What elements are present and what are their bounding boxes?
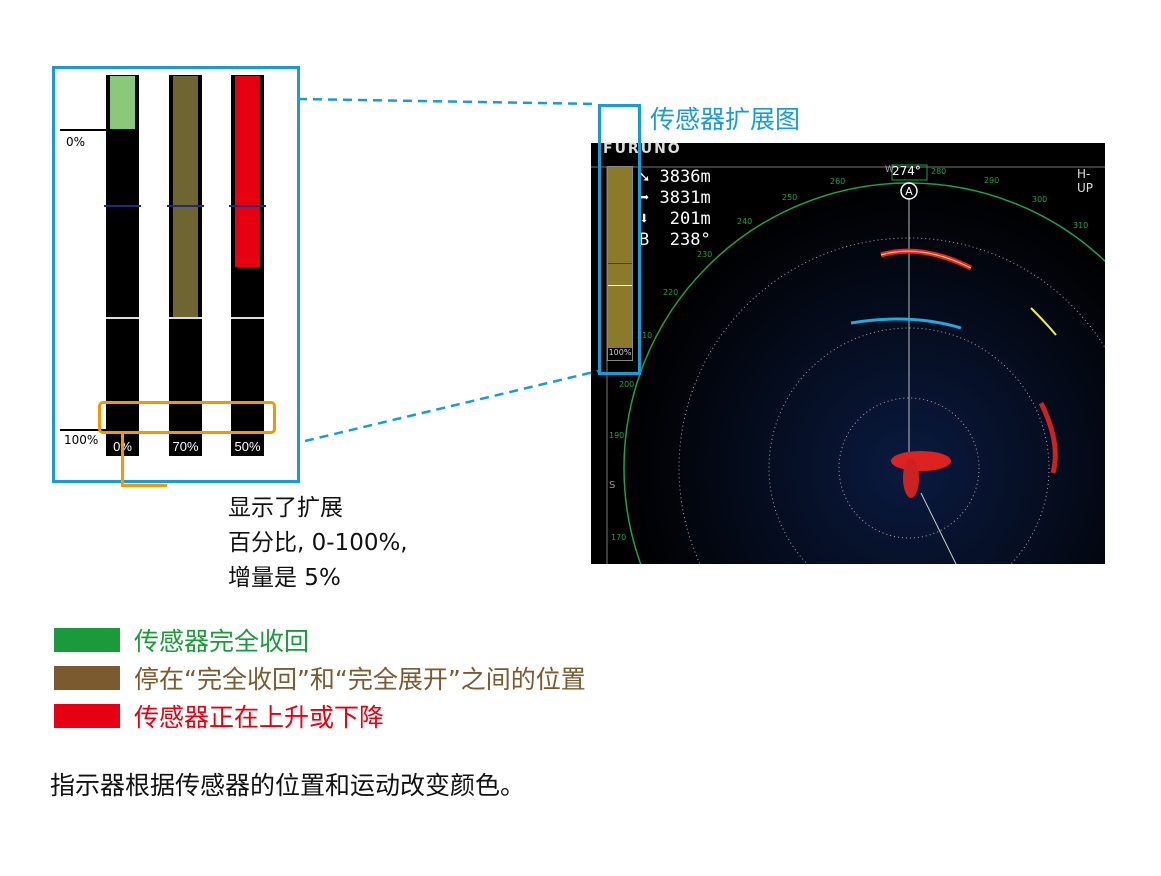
callout-line-1: 显示了扩展 [228, 495, 343, 521]
legend-text-retracted: 传感器完全收回 [134, 627, 310, 656]
callout-leader-vertical [121, 431, 124, 487]
scale-top-label: 0% [66, 135, 86, 149]
bearing-tick-label: 280 [931, 167, 947, 176]
callout-line-2: 百分比, 0-100%, [228, 530, 408, 556]
legend-swatch-retracted [54, 628, 120, 652]
bar-mid-marker [104, 205, 141, 207]
percent-highlight-box [98, 401, 276, 434]
mode-label: H-UP [1077, 167, 1094, 195]
horizontal-range: 3831m [659, 188, 711, 208]
scale-top-tick [60, 129, 108, 131]
bar-label: 50% [234, 439, 261, 454]
heading-readout: 274° [892, 164, 921, 178]
bearing-tick-label: 310 [1073, 221, 1089, 230]
bar-mid-marker [229, 205, 266, 207]
indicator-bar-retracted: 0% [104, 75, 141, 456]
bar-segment-line [169, 317, 202, 319]
diagonal-arrow-icon: ➘ [639, 167, 650, 187]
bearing-tick-label: 250 [782, 193, 798, 202]
callout-line-3: 增量是 5% [228, 565, 341, 591]
bar-fill [110, 76, 135, 129]
marker-a: A [905, 185, 913, 198]
scale-bottom-tick [60, 429, 108, 431]
indicator-bar-moving: 50% [229, 75, 266, 456]
bearing-tick-label: 200 [619, 380, 635, 389]
bearing: 238° [669, 230, 711, 250]
bearing-label: B [639, 230, 650, 250]
legend-text-moving: 传感器正在上升或下降 [134, 703, 385, 732]
indicator-detail-frame [52, 66, 300, 483]
sensor-extension-title: 传感器扩展图 [650, 105, 801, 134]
indicator-bar-stopped: 70% [167, 75, 204, 456]
bar-label: 70% [172, 439, 199, 454]
bearing-tick-label: 230 [697, 250, 713, 259]
bar-segment-line [231, 317, 264, 319]
indicator-zoom-frame [598, 104, 641, 375]
legend-swatch-stopped [54, 666, 120, 690]
bar-segment-line [106, 317, 139, 319]
sonar-display: A [591, 164, 1105, 564]
sensor-extension-indicator: 100% [607, 166, 633, 361]
bar-fill [235, 76, 260, 267]
heading-prefix: W [885, 165, 894, 175]
sonar-screen: A FURUNO 100% ➘ 3836m ➡ 3831m ⬇ 201m B 2… [591, 141, 1105, 564]
bearing-tick-label: 290 [984, 176, 1000, 185]
bar-fill [173, 76, 198, 317]
bearing-tick-label: S [609, 480, 616, 491]
down-arrow-icon: ⬇ [639, 209, 650, 229]
scale-bottom-label: 100% [64, 433, 99, 447]
bearing-tick-label: 170 [611, 533, 627, 542]
explanation-note: 指示器根据传感器的位置和运动改变颜色。 [50, 771, 526, 800]
bearing-tick-label: 240 [737, 217, 753, 226]
bearing-tick-label: 210 [637, 331, 653, 340]
brand-logo: FURUNO [603, 141, 682, 157]
slant-range: 3836m [659, 167, 711, 187]
depth: 201m [669, 209, 711, 229]
legend-swatch-moving [54, 704, 120, 728]
readouts: ➘ 3836m ➡ 3831m ⬇ 201m B 238° [639, 167, 711, 251]
bearing-tick-label: 300 [1032, 195, 1048, 204]
indicator-label: 100% [608, 348, 632, 360]
bearing-tick-label: 190 [609, 431, 625, 440]
legend-text-stopped: 停在“完全收回”和“完全展开”之间的位置 [134, 665, 586, 694]
bearing-tick-label: 260 [830, 177, 846, 186]
bar-mid-marker [167, 205, 204, 207]
bearing-tick-label: 220 [663, 288, 679, 297]
callout-leader-horizontal [121, 484, 167, 487]
right-arrow-icon: ➡ [639, 188, 650, 208]
